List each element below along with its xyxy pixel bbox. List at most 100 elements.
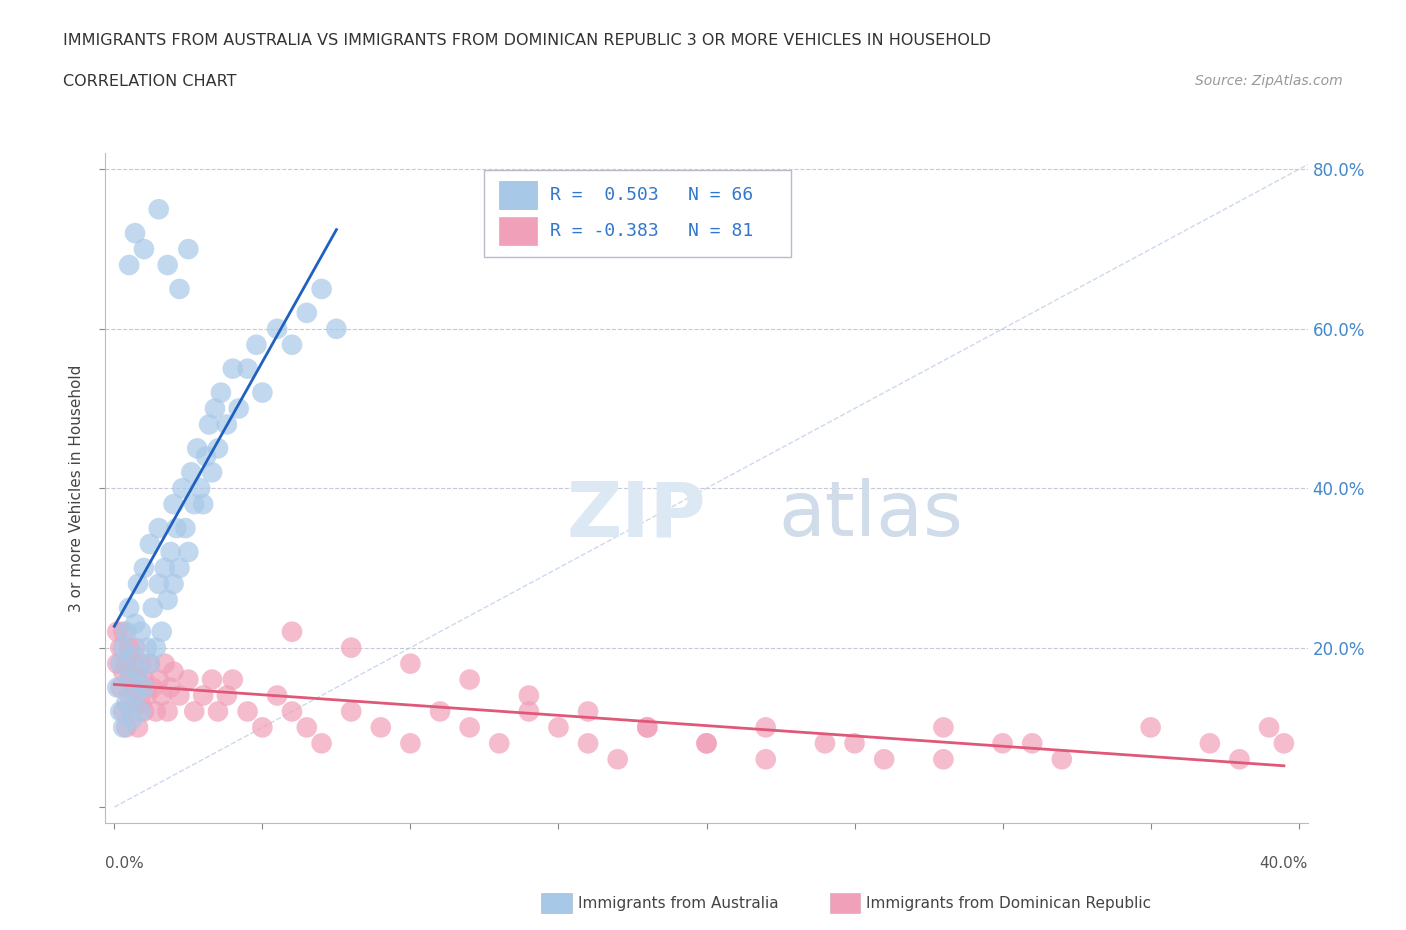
Text: atlas: atlas [779, 478, 963, 552]
Point [115, 624, 138, 639]
Point [169, 688, 191, 703]
Text: Source: ZipAtlas.com: Source: ZipAtlas.com [1195, 74, 1343, 88]
Point [195, 449, 218, 464]
Point [129, 696, 152, 711]
Point [1050, 751, 1073, 766]
Point [488, 736, 510, 751]
Point [215, 417, 238, 432]
Point [132, 561, 155, 576]
Point [150, 688, 173, 703]
Point [112, 624, 135, 639]
Point [159, 680, 181, 695]
Point [399, 736, 422, 751]
Point [127, 672, 149, 687]
Text: 0.0%: 0.0% [105, 856, 145, 870]
FancyBboxPatch shape [499, 181, 537, 209]
Point [115, 720, 138, 735]
Point [110, 680, 132, 695]
Point [177, 672, 200, 687]
Point [311, 282, 333, 297]
Point [180, 465, 202, 480]
Point [110, 657, 132, 671]
Point [148, 577, 170, 591]
Point [177, 545, 200, 560]
Point [124, 680, 146, 695]
Point [873, 751, 896, 766]
Point [145, 640, 167, 655]
Point [1021, 736, 1043, 751]
Point [340, 640, 363, 655]
Point [606, 751, 628, 766]
Point [370, 720, 392, 735]
Point [429, 704, 451, 719]
Point [118, 688, 141, 703]
Point [252, 720, 274, 735]
Point [124, 617, 146, 631]
Point [204, 401, 226, 416]
Text: R = -0.383: R = -0.383 [550, 222, 659, 240]
Point [115, 657, 138, 671]
Point [266, 688, 288, 703]
Point [636, 720, 658, 735]
Point [458, 672, 481, 687]
Point [517, 688, 540, 703]
Point [311, 736, 333, 751]
Point [121, 657, 143, 671]
Point [112, 640, 135, 655]
Point [156, 592, 179, 607]
Point [1199, 736, 1222, 751]
Point [112, 664, 135, 679]
Point [139, 537, 162, 551]
Point [932, 751, 955, 766]
Point [139, 657, 162, 671]
Point [105, 657, 128, 671]
Point [576, 704, 599, 719]
Point [124, 640, 146, 655]
Point [191, 688, 214, 703]
Point [139, 657, 162, 671]
Point [115, 696, 138, 711]
Point [124, 688, 146, 703]
Point [281, 338, 304, 352]
Point [186, 441, 208, 456]
Point [183, 704, 205, 719]
Point [121, 712, 143, 727]
Point [755, 751, 778, 766]
Point [169, 561, 191, 576]
FancyBboxPatch shape [484, 170, 790, 258]
Point [325, 322, 347, 337]
Point [295, 305, 318, 320]
Text: Immigrants from Australia: Immigrants from Australia [578, 896, 779, 910]
Point [236, 704, 259, 719]
Point [222, 672, 245, 687]
Point [110, 640, 132, 655]
Point [127, 664, 149, 679]
Point [207, 704, 229, 719]
Point [252, 385, 274, 400]
Point [191, 497, 214, 512]
Text: IMMIGRANTS FROM AUSTRALIA VS IMMIGRANTS FROM DOMINICAN REPUBLIC 3 OR MORE VEHICL: IMMIGRANTS FROM AUSTRALIA VS IMMIGRANTS … [63, 33, 991, 47]
Point [156, 258, 179, 272]
Point [142, 680, 165, 695]
Point [148, 672, 170, 687]
Point [209, 385, 232, 400]
Y-axis label: 3 or more Vehicles in Household: 3 or more Vehicles in Household [69, 365, 84, 612]
Point [814, 736, 837, 751]
Point [340, 704, 363, 719]
Point [132, 672, 155, 687]
Point [166, 521, 188, 536]
Point [932, 720, 955, 735]
Point [215, 688, 238, 703]
Point [1139, 720, 1161, 735]
Point [162, 577, 184, 591]
Text: 40.0%: 40.0% [1260, 856, 1308, 870]
Point [159, 545, 181, 560]
Text: R =  0.503: R = 0.503 [550, 186, 659, 204]
Point [118, 640, 141, 655]
Point [844, 736, 866, 751]
Point [174, 521, 197, 536]
Point [118, 672, 141, 687]
Point [110, 704, 132, 719]
Point [132, 242, 155, 257]
Point [458, 720, 481, 735]
